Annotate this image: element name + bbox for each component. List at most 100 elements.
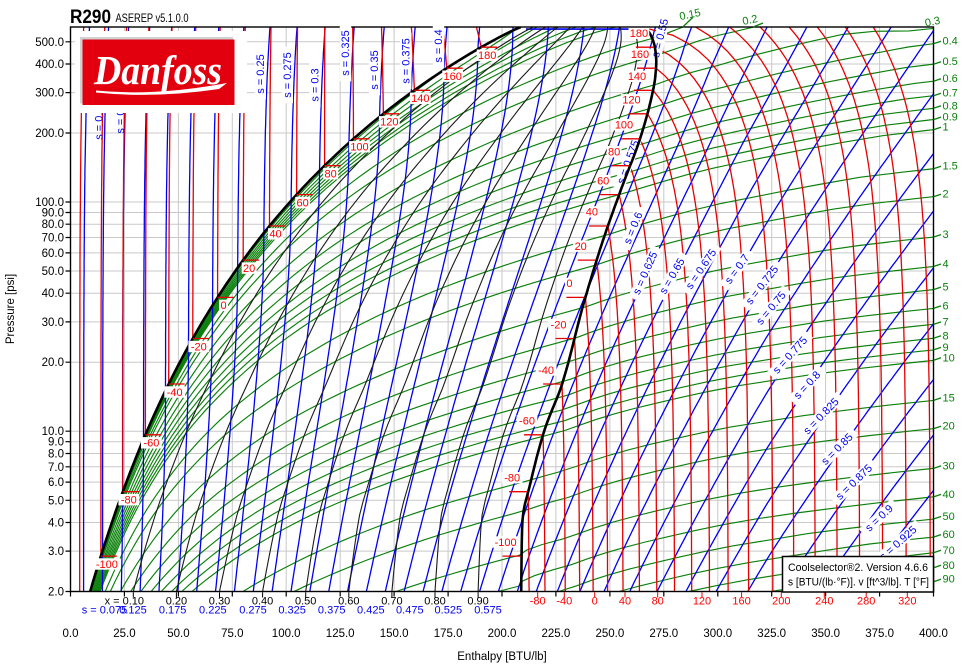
svg-text:s = 0.325: s = 0.325 xyxy=(340,30,352,76)
svg-text:100: 100 xyxy=(350,142,368,154)
svg-text:100: 100 xyxy=(615,120,633,132)
svg-text:90: 90 xyxy=(943,574,955,586)
svg-text:20: 20 xyxy=(575,241,587,253)
svg-text:2: 2 xyxy=(943,189,949,201)
svg-text:6: 6 xyxy=(943,300,949,312)
svg-text:120: 120 xyxy=(380,117,398,129)
svg-text:140: 140 xyxy=(628,71,646,83)
svg-text:0.7: 0.7 xyxy=(943,88,958,100)
svg-text:0.225: 0.225 xyxy=(199,605,227,617)
svg-text:0.475: 0.475 xyxy=(396,605,424,617)
svg-text:80.0: 80.0 xyxy=(42,219,64,231)
svg-text:-80: -80 xyxy=(121,495,137,507)
svg-text:0.70: 0.70 xyxy=(381,596,402,608)
svg-text:375.0: 375.0 xyxy=(865,628,894,640)
svg-text:0.15: 0.15 xyxy=(678,7,701,23)
svg-text:0.275: 0.275 xyxy=(239,605,267,617)
svg-text:6.0: 6.0 xyxy=(48,477,64,489)
svg-text:200.0: 200.0 xyxy=(488,628,517,640)
svg-text:0.125: 0.125 xyxy=(119,605,147,617)
svg-text:s = 0.375: s = 0.375 xyxy=(401,38,413,84)
svg-text:40: 40 xyxy=(943,489,955,501)
svg-text:0.30: 0.30 xyxy=(209,596,230,608)
svg-text:1.5: 1.5 xyxy=(943,161,958,173)
svg-text:8.0: 8.0 xyxy=(48,449,64,461)
svg-text:300.0: 300.0 xyxy=(703,628,732,640)
svg-text:80: 80 xyxy=(652,596,664,608)
svg-text:1: 1 xyxy=(943,122,949,134)
svg-text:s = 0.3: s = 0.3 xyxy=(310,68,322,101)
svg-text:0.50: 0.50 xyxy=(295,596,316,608)
svg-text:400.0: 400.0 xyxy=(35,59,64,71)
svg-text:40: 40 xyxy=(269,229,281,241)
svg-text:Enthalpy [BTU/lb]: Enthalpy [BTU/lb] xyxy=(457,651,546,663)
svg-text:10.0: 10.0 xyxy=(42,426,64,438)
svg-text:s = 0.075: s = 0.075 xyxy=(82,605,128,617)
svg-text:500.0: 500.0 xyxy=(35,37,64,49)
svg-text:0.325: 0.325 xyxy=(278,605,306,617)
svg-text:0.3: 0.3 xyxy=(924,15,941,30)
svg-text:120: 120 xyxy=(693,596,711,608)
svg-text:7: 7 xyxy=(943,316,949,328)
svg-text:5: 5 xyxy=(943,282,949,294)
svg-text:120: 120 xyxy=(622,95,640,107)
svg-text:x = 0.10: x = 0.10 xyxy=(105,596,144,608)
svg-text:160: 160 xyxy=(444,71,462,83)
svg-text:-80: -80 xyxy=(530,596,546,608)
svg-text:5.0: 5.0 xyxy=(48,495,64,507)
svg-text:225.0: 225.0 xyxy=(542,628,571,640)
svg-text:0.5: 0.5 xyxy=(943,56,958,68)
svg-text:80: 80 xyxy=(943,560,955,572)
svg-text:s = 0.275: s = 0.275 xyxy=(282,52,294,98)
svg-text:40.0: 40.0 xyxy=(42,288,64,300)
svg-text:0.80: 0.80 xyxy=(424,596,445,608)
svg-text:90.0: 90.0 xyxy=(42,208,64,220)
svg-text:0: 0 xyxy=(221,300,227,312)
svg-text:-80: -80 xyxy=(504,473,520,485)
svg-text:-20: -20 xyxy=(191,341,207,353)
svg-text:Pressure [psi]: Pressure [psi] xyxy=(5,274,17,344)
svg-text:60: 60 xyxy=(296,197,308,209)
svg-text:9: 9 xyxy=(943,342,949,354)
svg-text:50: 50 xyxy=(943,511,955,523)
svg-text:0.6: 0.6 xyxy=(943,73,958,85)
svg-text:-100: -100 xyxy=(96,559,118,571)
svg-text:20: 20 xyxy=(243,263,255,275)
svg-text:s = 0.35: s = 0.35 xyxy=(369,50,381,89)
svg-text:-60: -60 xyxy=(519,416,535,428)
svg-text:40: 40 xyxy=(619,596,631,608)
svg-text:350.0: 350.0 xyxy=(811,628,840,640)
svg-text:0.425: 0.425 xyxy=(357,605,385,617)
svg-text:240: 240 xyxy=(815,596,833,608)
svg-text:3.0: 3.0 xyxy=(48,546,64,558)
svg-text:275.0: 275.0 xyxy=(649,628,678,640)
svg-text:Danfoss: Danfoss xyxy=(93,47,222,93)
svg-text:180: 180 xyxy=(478,50,496,62)
svg-text:25.0: 25.0 xyxy=(113,628,135,640)
svg-text:0.20: 0.20 xyxy=(166,596,187,608)
svg-text:70: 70 xyxy=(943,545,955,557)
svg-text:0.525: 0.525 xyxy=(435,605,463,617)
svg-text:400.0: 400.0 xyxy=(919,628,948,640)
svg-text:50.0: 50.0 xyxy=(42,266,64,278)
svg-text:15: 15 xyxy=(943,392,955,404)
svg-text:-40: -40 xyxy=(556,596,572,608)
svg-text:100.0: 100.0 xyxy=(272,628,301,640)
svg-text:125.0: 125.0 xyxy=(326,628,355,640)
svg-text:0.90: 0.90 xyxy=(467,596,488,608)
svg-text:s = 0.4: s = 0.4 xyxy=(433,29,445,62)
svg-text:200.0: 200.0 xyxy=(35,128,64,140)
svg-text:40: 40 xyxy=(586,207,598,219)
svg-text:175.0: 175.0 xyxy=(434,628,463,640)
svg-text:60: 60 xyxy=(597,175,609,187)
svg-text:4.0: 4.0 xyxy=(48,518,64,530)
svg-text:250.0: 250.0 xyxy=(596,628,625,640)
svg-text:4: 4 xyxy=(943,259,949,271)
svg-text:s = 0.25: s = 0.25 xyxy=(255,54,267,93)
svg-text:2.0: 2.0 xyxy=(48,587,64,599)
svg-text:Coolselector®2. Version 4.6.6: Coolselector®2. Version 4.6.6 xyxy=(788,562,928,574)
svg-text:140: 140 xyxy=(411,93,429,105)
svg-text:60.0: 60.0 xyxy=(42,248,64,260)
svg-text:80: 80 xyxy=(608,146,620,158)
svg-text:9.0: 9.0 xyxy=(48,437,64,449)
